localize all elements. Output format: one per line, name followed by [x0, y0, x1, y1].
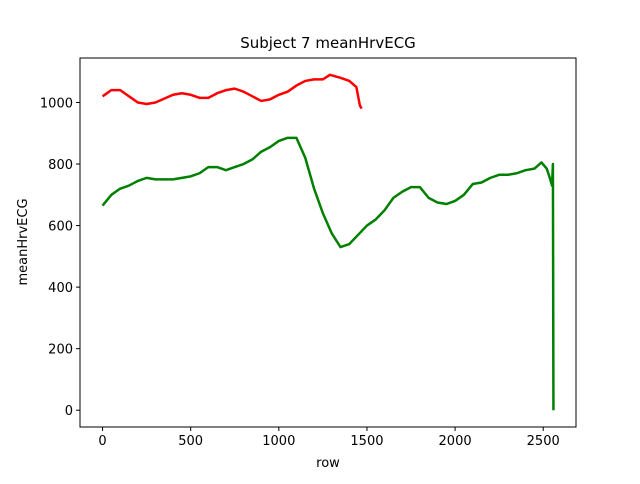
y-tick-label: 600 — [48, 220, 73, 235]
y-tick-label: 1000 — [40, 96, 73, 111]
y-tick-label: 200 — [48, 343, 73, 358]
plot-frame — [79, 57, 577, 428]
line — [101, 73, 363, 110]
y-tick-label: 800 — [48, 158, 73, 173]
y-tick-label: 400 — [48, 281, 73, 296]
x-tick-label: 1500 — [350, 434, 383, 449]
x-tick-label: 2000 — [439, 434, 472, 449]
x-tick-label: 1000 — [262, 434, 295, 449]
y-axis-label: meanHrvECG — [16, 198, 31, 285]
x-axis-label: row — [316, 456, 340, 471]
line — [101, 136, 555, 411]
chart-title: Subject 7 meanHrvECG — [240, 34, 416, 52]
x-tick-label: 0 — [98, 434, 106, 449]
y-tick-label: 0 — [65, 404, 73, 419]
x-tick-label: 2500 — [527, 434, 560, 449]
x-tick-label: 500 — [178, 434, 203, 449]
